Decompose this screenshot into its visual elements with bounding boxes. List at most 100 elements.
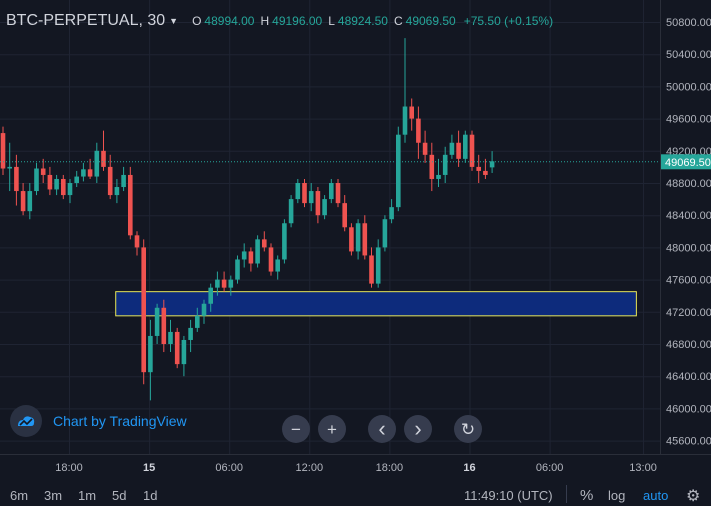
chevron-left-icon: ‹: [378, 416, 386, 441]
candle: [40, 158, 46, 183]
price-tick-label: 45600.00: [666, 436, 711, 448]
candle: [228, 275, 234, 296]
candle: [436, 158, 441, 188]
candle-body: [288, 199, 294, 224]
candle: [469, 130, 475, 171]
candle: [61, 174, 66, 200]
price-chart[interactable]: 50800.0050400.0050000.0049600.0049200.00…: [0, 0, 711, 482]
candle-body: [315, 191, 321, 216]
candle-body: [355, 223, 361, 252]
candle: [20, 183, 26, 216]
range-5d[interactable]: 5d: [112, 488, 127, 503]
price-tick-label: 48800.00: [666, 178, 711, 190]
candle-body: [463, 134, 468, 159]
scroll-right-button[interactable]: ›: [404, 415, 432, 443]
candle-body: [275, 259, 280, 272]
tradingview-logo-icon: [10, 405, 42, 437]
candle: [27, 183, 33, 220]
scroll-left-button[interactable]: ‹: [368, 415, 396, 443]
utc-clock[interactable]: 11:49:10 (UTC): [464, 488, 553, 503]
ohlc-open: O 48994.00: [192, 14, 255, 28]
candle: [7, 142, 12, 192]
candle: [141, 239, 146, 385]
log-scale-toggle[interactable]: log: [608, 488, 626, 503]
chevron-right-icon: ›: [414, 416, 422, 441]
candle-body: [329, 183, 334, 200]
range-1m[interactable]: 1m: [78, 488, 97, 503]
support-zone-rectangle[interactable]: [115, 291, 637, 317]
candle: [195, 307, 200, 332]
candle: [215, 271, 220, 296]
candle-body: [94, 150, 100, 177]
reset-chart-button[interactable]: ↻: [454, 415, 482, 443]
candle: [174, 327, 180, 369]
candle: [335, 178, 341, 208]
candle: [322, 195, 327, 220]
candle-body: [489, 161, 495, 168]
candle-body: [181, 339, 187, 365]
candle: [128, 166, 133, 240]
candle: [14, 154, 19, 206]
time-tick-label: 13:00: [629, 462, 657, 474]
candle-body: [14, 166, 19, 192]
candle: [74, 170, 79, 188]
candlestick-series: [0, 38, 495, 401]
candle: [416, 106, 421, 159]
candle-body: [188, 327, 193, 340]
branding-label[interactable]: Chart by TradingView: [53, 413, 187, 429]
range-1d[interactable]: 1d: [143, 488, 158, 503]
candle: [315, 187, 321, 224]
candle: [188, 319, 193, 353]
candle-body: [221, 279, 227, 288]
candle: [355, 219, 361, 260]
candle-body: [349, 227, 354, 252]
candle-body: [235, 259, 240, 280]
time-axis[interactable]: 18:00 15 06:00 12:00 18:00 16 06:00 13:00: [55, 462, 657, 474]
last-price-badge: 49069.50: [661, 154, 711, 170]
candle: [235, 255, 240, 284]
candle-body: [476, 166, 481, 171]
time-tick-label: 18:00: [55, 462, 83, 474]
candle-body: [449, 142, 455, 155]
tradingview-branding[interactable]: Chart by TradingView: [10, 405, 187, 437]
candle: [148, 319, 153, 401]
candle: [107, 154, 113, 200]
auto-scale-toggle[interactable]: auto: [643, 488, 669, 503]
candle: [449, 134, 455, 159]
candle: [248, 247, 254, 272]
candle: [369, 247, 374, 288]
candle: [47, 166, 53, 196]
candle: [54, 174, 59, 196]
candle-body: [67, 183, 73, 196]
candle-body: [0, 133, 6, 169]
price-tick-label: 46400.00: [666, 371, 711, 383]
candle-body: [241, 251, 247, 260]
symbol-title[interactable]: BTC-PERPETUAL, 30: [6, 12, 166, 29]
candle-body: [74, 176, 79, 183]
candle-body: [442, 154, 448, 175]
price-axis[interactable]: 50800.0050400.0050000.0049600.0049200.00…: [666, 17, 711, 448]
gear-icon[interactable]: ⚙: [686, 488, 701, 505]
percent-scale-toggle[interactable]: %: [580, 487, 594, 504]
candle: [476, 154, 481, 183]
candle-body: [268, 247, 274, 272]
candle: [268, 243, 274, 276]
minus-icon: −: [291, 419, 301, 439]
reset-icon: ↻: [460, 419, 476, 439]
candle: [255, 235, 260, 268]
range-6m[interactable]: 6m: [10, 488, 29, 503]
candle-body: [295, 183, 301, 200]
zoom-out-button[interactable]: −: [282, 415, 310, 443]
candle-body: [47, 174, 53, 190]
candle: [342, 195, 347, 232]
candle-body: [335, 183, 341, 204]
zoom-in-button[interactable]: +: [318, 415, 346, 443]
range-3m[interactable]: 3m: [44, 488, 63, 503]
candle: [295, 178, 301, 204]
candle-body: [101, 150, 106, 167]
chevron-down-icon[interactable]: ▼: [169, 16, 179, 26]
candle-body: [409, 106, 414, 119]
candle-body: [215, 279, 220, 288]
candle-body: [20, 191, 26, 212]
candle: [382, 215, 388, 252]
